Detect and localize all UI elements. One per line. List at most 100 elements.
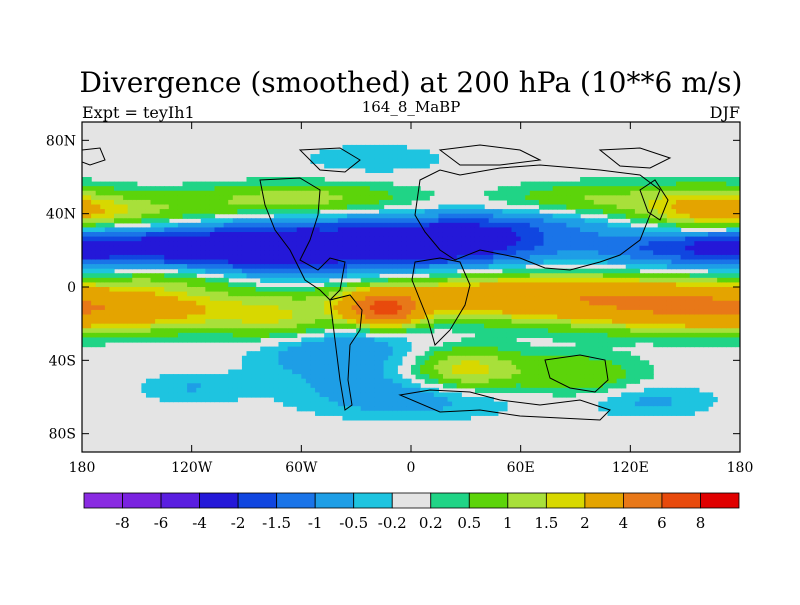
field-cell xyxy=(246,351,252,357)
field-cell xyxy=(283,314,289,320)
field-cell xyxy=(411,364,417,371)
field-cell xyxy=(456,392,462,398)
field-cell xyxy=(575,241,581,247)
field-cell xyxy=(584,342,590,348)
field-cell xyxy=(123,245,129,251)
field-cell xyxy=(520,374,526,380)
field-cell xyxy=(196,236,202,242)
field-cell xyxy=(328,374,334,380)
field-cell xyxy=(557,300,563,306)
field-cell xyxy=(580,218,586,224)
field-cell xyxy=(347,300,353,306)
field-cell xyxy=(273,259,280,265)
field-cell xyxy=(86,309,92,316)
field-cell xyxy=(561,277,567,284)
field-cell xyxy=(269,369,275,375)
field-cell xyxy=(82,204,88,210)
field-cell xyxy=(333,351,339,357)
field-cell xyxy=(168,397,174,403)
field-cell xyxy=(113,245,120,251)
field-cell xyxy=(566,383,572,389)
field-cell xyxy=(260,383,266,389)
field-cell xyxy=(219,195,225,201)
field-cell xyxy=(465,369,471,375)
field-cell xyxy=(351,378,357,384)
field-cell xyxy=(379,181,385,187)
field-cell xyxy=(150,250,156,256)
field-cell xyxy=(136,328,142,334)
field-cell xyxy=(429,296,435,302)
field-cell xyxy=(502,254,508,261)
field-cell xyxy=(145,319,152,325)
field-cell xyxy=(543,181,549,187)
field-cell xyxy=(438,296,444,302)
field-cell xyxy=(575,323,581,329)
field-cell xyxy=(511,369,517,375)
field-cell xyxy=(479,328,485,334)
field-cell xyxy=(292,218,298,224)
field-cell xyxy=(315,309,321,316)
field-cell xyxy=(433,374,440,380)
field-cell xyxy=(552,314,558,320)
field-cell xyxy=(292,351,298,357)
field-cell xyxy=(456,397,462,403)
field-cell xyxy=(260,392,266,398)
field-cell xyxy=(447,273,453,279)
field-cell xyxy=(91,287,97,293)
field-cell xyxy=(420,264,426,270)
field-cell xyxy=(516,236,522,242)
field-cell xyxy=(324,186,330,192)
field-cell xyxy=(145,190,152,196)
field-cell xyxy=(351,351,357,357)
field-cell xyxy=(516,328,522,334)
field-cell xyxy=(228,250,234,256)
field-cell xyxy=(374,387,380,394)
field-cell xyxy=(497,282,503,288)
field-cell xyxy=(342,287,348,293)
field-cell xyxy=(342,241,348,247)
field-cell xyxy=(529,287,535,293)
field-cell xyxy=(593,364,599,371)
field-cell xyxy=(292,264,298,270)
field-cell xyxy=(91,236,97,242)
field-cell xyxy=(173,259,179,265)
field-cell xyxy=(516,250,522,256)
field-cell xyxy=(575,328,581,334)
field-cell xyxy=(333,218,339,224)
field-cell xyxy=(411,232,417,238)
field-cell xyxy=(502,245,508,251)
field-cell xyxy=(351,236,357,242)
field-cell xyxy=(566,254,572,261)
field-cell xyxy=(406,300,412,306)
field-cell xyxy=(305,300,312,306)
field-cell xyxy=(136,199,142,206)
field-cell xyxy=(283,232,289,238)
field-cell xyxy=(205,314,211,320)
field-cell xyxy=(598,346,604,352)
field-cell xyxy=(360,374,366,380)
field-cell xyxy=(356,264,362,270)
field-cell xyxy=(127,309,133,316)
field-cell xyxy=(296,328,302,334)
field-cell xyxy=(374,300,380,306)
field-cell xyxy=(502,241,508,247)
field-cell xyxy=(461,383,467,389)
field-cell xyxy=(479,277,485,284)
field-cell xyxy=(118,264,124,270)
field-cell xyxy=(315,218,321,224)
field-cell xyxy=(470,241,476,247)
field-cell xyxy=(328,369,334,375)
field-cell xyxy=(255,268,261,274)
field-cell xyxy=(150,277,156,284)
field-cell xyxy=(132,199,138,206)
field-cell xyxy=(209,190,216,196)
field-cell xyxy=(351,264,357,270)
field-cell xyxy=(429,314,435,320)
field-cell xyxy=(520,387,526,394)
field-cell xyxy=(205,383,211,389)
field-cell xyxy=(429,401,435,407)
field-cell xyxy=(580,254,586,261)
field-cell xyxy=(255,369,261,375)
field-cell xyxy=(474,364,481,371)
field-cell xyxy=(401,199,408,206)
